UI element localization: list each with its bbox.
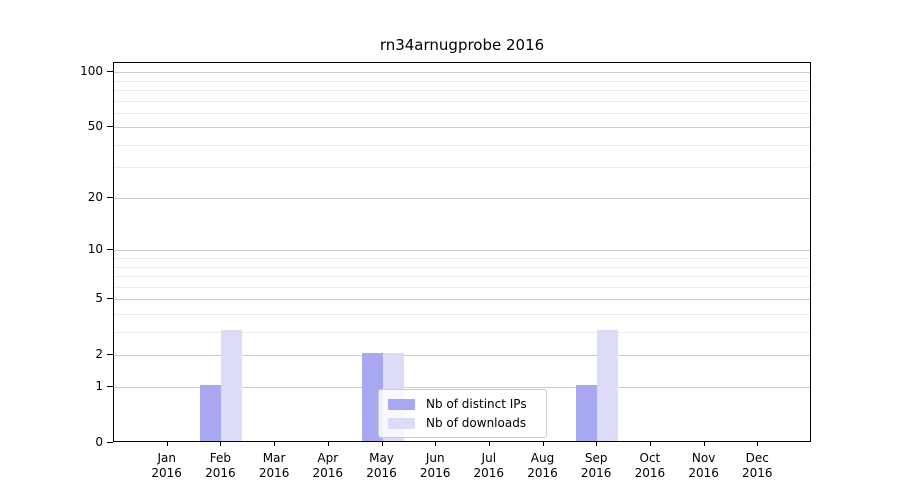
plot-area <box>113 62 811 442</box>
y-tick-label: 5 <box>95 291 103 305</box>
y-tick <box>107 197 113 199</box>
minor-gridline <box>114 100 810 102</box>
x-tick <box>327 442 329 446</box>
y-tick-label: 100 <box>80 64 103 79</box>
x-tick <box>166 442 168 446</box>
y-tick-label: 0 <box>95 435 103 449</box>
y-tick-label: 2 <box>95 346 103 361</box>
major-gridline <box>114 354 810 356</box>
x-tick <box>274 442 276 446</box>
y-tick <box>107 249 113 251</box>
x-tick-label: Jan 2016 <box>151 451 182 480</box>
legend-item-distinct-ips: Nb of distinct IPs <box>388 396 537 412</box>
x-tick <box>488 442 490 446</box>
x-tick <box>757 442 759 446</box>
legend-label-distinct-ips: Nb of distinct IPs <box>426 397 527 411</box>
x-tick-label: Jul 2016 <box>473 451 505 480</box>
x-tick <box>220 442 222 446</box>
x-tick <box>649 442 651 446</box>
y-tick-label: 1 <box>95 379 103 394</box>
bar-distinct-ips-may <box>361 352 383 441</box>
y-tick <box>107 126 113 128</box>
minor-gridline <box>114 331 810 333</box>
x-tick-label: Nov 2016 <box>688 451 719 480</box>
y-tick-label: 50 <box>87 119 103 134</box>
x-tick-label: Aug 2016 <box>527 451 558 480</box>
minor-gridline <box>114 89 810 91</box>
minor-gridline <box>114 144 810 146</box>
x-tick-label: Mar 2016 <box>258 451 290 480</box>
bar-distinct-ips-sep <box>576 385 598 441</box>
minor-gridline <box>114 112 810 114</box>
minor-gridline <box>114 275 810 277</box>
major-gridline <box>114 387 810 389</box>
y-tick-label: 20 <box>87 190 103 205</box>
major-gridline <box>114 250 810 252</box>
chart-title: rn34arnugprobe 2016 <box>379 36 545 54</box>
y-tick <box>107 386 113 388</box>
major-gridline <box>114 72 810 74</box>
x-tick <box>542 442 544 446</box>
bar-downloads-sep <box>597 329 619 441</box>
x-tick-label: Jun 2016 <box>419 451 451 480</box>
bar-distinct-ips-feb <box>200 385 222 441</box>
x-tick <box>435 442 437 446</box>
x-tick-label: Dec 2016 <box>742 451 773 480</box>
x-tick-label: Feb 2016 <box>205 451 236 480</box>
legend: Nb of distinct IPs Nb of downloads <box>378 389 547 438</box>
x-tick-label: May 2016 <box>366 451 397 480</box>
x-tick <box>381 442 383 446</box>
legend-swatch-distinct-ips <box>388 398 415 410</box>
major-gridline <box>114 127 810 129</box>
major-gridline <box>114 299 810 300</box>
x-tick-label: Oct 2016 <box>634 451 666 480</box>
minor-gridline <box>114 313 810 315</box>
y-tick <box>107 442 113 443</box>
major-gridline <box>114 198 810 200</box>
y-tick <box>107 71 113 73</box>
minor-gridline <box>114 286 810 288</box>
y-tick <box>107 353 113 355</box>
y-tick <box>107 298 113 299</box>
legend-item-downloads: Nb of downloads <box>388 415 537 431</box>
y-tick-label: 10 <box>87 242 103 257</box>
minor-gridline <box>114 80 810 82</box>
x-tick-label: Sep 2016 <box>580 451 612 480</box>
x-tick <box>596 442 598 446</box>
minor-gridline <box>114 258 810 259</box>
legend-label-downloads: Nb of downloads <box>426 416 527 430</box>
bar-downloads-feb <box>221 329 243 441</box>
x-tick <box>703 442 705 446</box>
minor-gridline <box>114 167 810 169</box>
minor-gridline <box>114 266 810 268</box>
x-tick-label: Apr 2016 <box>312 451 344 480</box>
legend-swatch-downloads <box>388 417 415 429</box>
